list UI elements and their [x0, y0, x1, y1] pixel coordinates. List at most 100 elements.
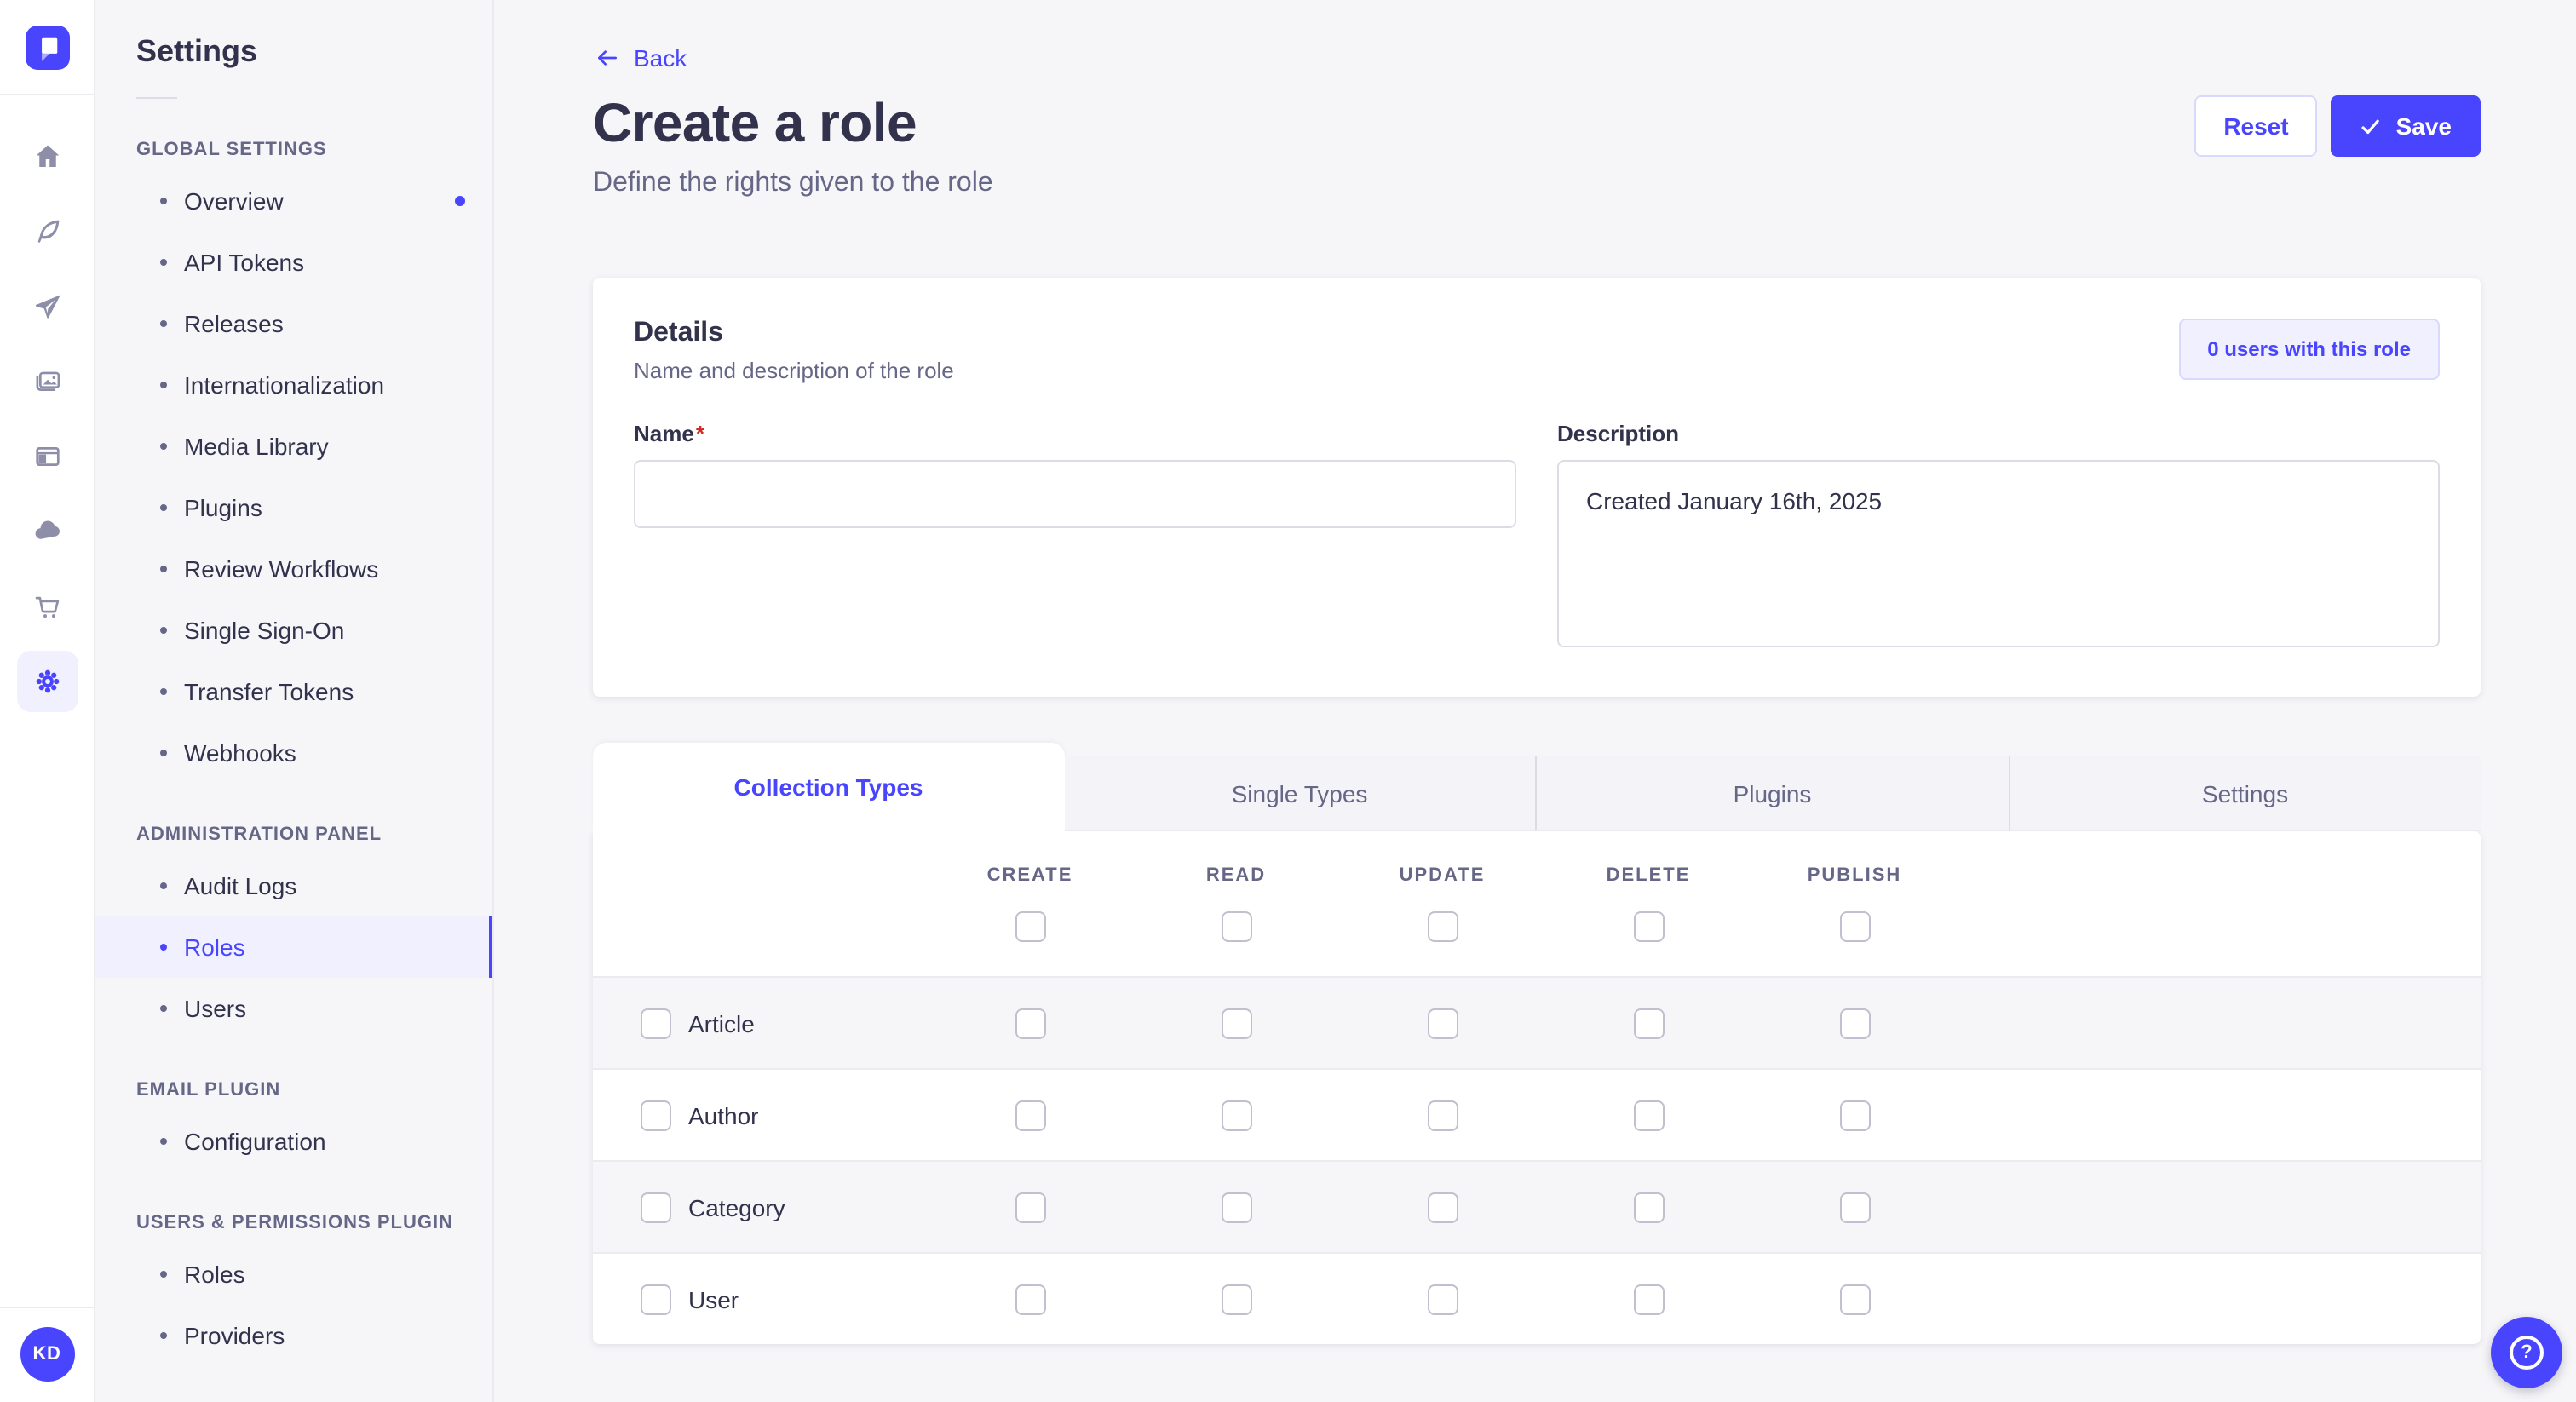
page-subtitle: Define the rights given to the role — [593, 169, 993, 198]
row-header-category: Category — [593, 1192, 927, 1222]
select-article-checkbox[interactable] — [641, 1008, 671, 1038]
sidebar-item-review-workflows[interactable]: Review Workflows — [95, 538, 492, 600]
sidebar-item-releases[interactable]: Releases — [95, 293, 492, 354]
sidebar-item-configuration[interactable]: Configuration — [95, 1111, 492, 1172]
sidebar-item-internationalization[interactable]: Internationalization — [95, 354, 492, 416]
bullet-icon — [160, 944, 167, 951]
sidebar-item-audit-logs[interactable]: Audit Logs — [95, 855, 492, 916]
name-label-text: Name — [634, 421, 694, 446]
select-all-read-checkbox[interactable] — [1221, 911, 1251, 942]
gear-icon[interactable] — [16, 651, 78, 712]
reset-button[interactable]: Reset — [2194, 95, 2318, 157]
article-read-checkbox[interactable] — [1221, 1008, 1251, 1038]
name-input[interactable] — [634, 460, 1516, 528]
category-create-checkbox[interactable] — [1015, 1192, 1045, 1222]
select-user-checkbox[interactable] — [641, 1284, 671, 1314]
feather-icon[interactable] — [16, 201, 78, 262]
bullet-icon — [160, 259, 167, 266]
article-create-checkbox[interactable] — [1015, 1008, 1045, 1038]
tab-plugins[interactable]: Plugins — [1535, 756, 2008, 831]
bullet-icon — [160, 750, 167, 756]
article-delete-checkbox[interactable] — [1633, 1008, 1664, 1038]
cell-user-publish — [1751, 1284, 1958, 1314]
author-create-checkbox[interactable] — [1015, 1100, 1045, 1130]
author-update-checkbox[interactable] — [1427, 1100, 1458, 1130]
user-update-checkbox[interactable] — [1427, 1284, 1458, 1314]
select-all-update-checkbox[interactable] — [1427, 911, 1458, 942]
cell-user-create — [927, 1284, 1133, 1314]
cell-category-publish — [1751, 1192, 1958, 1222]
column-label-update: UPDATE — [1399, 865, 1486, 886]
sidebar-item-overview[interactable]: Overview — [95, 170, 492, 232]
select-all-create-checkbox[interactable] — [1015, 911, 1045, 942]
tab-single-types[interactable]: Single Types — [1064, 756, 1535, 831]
details-card-titles: Details Name and description of the role — [634, 319, 954, 383]
main-content: Back Create a role Define the rights giv… — [494, 0, 2576, 1402]
rail-icon-list — [16, 119, 78, 719]
category-update-checkbox[interactable] — [1427, 1192, 1458, 1222]
sidebar-section-label: USERS & PERMISSIONS PLUGIN — [136, 1213, 453, 1233]
author-delete-checkbox[interactable] — [1633, 1100, 1664, 1130]
sidebar-item-roles[interactable]: Roles — [95, 1244, 492, 1305]
select-all-cell-read — [1133, 911, 1339, 942]
sidebar-item-webhooks[interactable]: Webhooks — [95, 722, 492, 784]
tab-settings[interactable]: Settings — [2008, 756, 2481, 831]
sidebar-title: Settings — [136, 34, 258, 68]
category-read-checkbox[interactable] — [1221, 1192, 1251, 1222]
column-label-publish: PUBLISH — [1807, 865, 1902, 886]
author-publish-checkbox[interactable] — [1839, 1100, 1870, 1130]
bullet-icon — [160, 320, 167, 327]
user-read-checkbox[interactable] — [1221, 1284, 1251, 1314]
name-label: Name * — [634, 421, 1516, 446]
article-update-checkbox[interactable] — [1427, 1008, 1458, 1038]
cell-category-delete — [1545, 1192, 1751, 1222]
cart-icon[interactable] — [16, 576, 78, 637]
select-category-checkbox[interactable] — [641, 1192, 671, 1222]
permissions-table: CREATE READ UPDATE DELETE PUBLISH Article Aut… — [593, 831, 2481, 1344]
select-all-publish-checkbox[interactable] — [1839, 911, 1870, 942]
tab-collection-types[interactable]: Collection Types — [593, 743, 1064, 831]
select-author-checkbox[interactable] — [641, 1100, 671, 1130]
layout-icon[interactable] — [16, 426, 78, 487]
page-header: Create a role Define the rights given to… — [593, 92, 2481, 199]
category-delete-checkbox[interactable] — [1633, 1192, 1664, 1222]
save-button-label: Save — [2395, 112, 2452, 140]
sidebar-item-roles[interactable]: Roles — [95, 916, 492, 978]
help-button[interactable]: ? — [2491, 1317, 2562, 1388]
bullet-icon — [160, 382, 167, 388]
user-create-checkbox[interactable] — [1015, 1284, 1045, 1314]
sidebar-item-plugins[interactable]: Plugins — [95, 477, 492, 538]
sidebar-item-label: Users — [184, 995, 247, 1022]
paper-plane-icon[interactable] — [16, 276, 78, 337]
back-label: Back — [634, 44, 687, 72]
author-read-checkbox[interactable] — [1221, 1100, 1251, 1130]
cloud-icon[interactable] — [16, 501, 78, 562]
save-button[interactable]: Save — [2331, 95, 2481, 157]
sidebar-item-transfer-tokens[interactable]: Transfer Tokens — [95, 661, 492, 722]
home-icon[interactable] — [16, 126, 78, 187]
back-link[interactable]: Back — [593, 44, 687, 72]
avatar[interactable]: KD — [20, 1327, 74, 1382]
description-textarea[interactable]: Created January 16th, 2025 — [1557, 460, 2440, 647]
article-publish-checkbox[interactable] — [1839, 1008, 1870, 1038]
sidebar-item-users[interactable]: Users — [95, 978, 492, 1039]
select-all-delete-checkbox[interactable] — [1633, 911, 1664, 942]
sidebar-item-label: Media Library — [184, 433, 329, 460]
page-header-text: Create a role Define the rights given to… — [593, 92, 993, 199]
details-subtitle: Name and description of the role — [634, 358, 954, 383]
user-delete-checkbox[interactable] — [1633, 1284, 1664, 1314]
cell-author-delete — [1545, 1100, 1751, 1130]
pictures-icon[interactable] — [16, 351, 78, 412]
page-title: Create a role — [593, 92, 917, 153]
users-with-role-button[interactable]: 0 users with this role — [2178, 319, 2440, 380]
row-label: Article — [688, 1009, 755, 1037]
sidebar-item-media-library[interactable]: Media Library — [95, 416, 492, 477]
sidebar-section-label: ADMINISTRATION PANEL — [136, 825, 382, 845]
sidebar-item-single-sign-on[interactable]: Single Sign-On — [95, 600, 492, 661]
user-publish-checkbox[interactable] — [1839, 1284, 1870, 1314]
strapi-logo[interactable] — [25, 25, 69, 69]
category-publish-checkbox[interactable] — [1839, 1192, 1870, 1222]
sidebar-item-providers[interactable]: Providers — [95, 1305, 492, 1366]
sidebar-item-api-tokens[interactable]: API Tokens — [95, 232, 492, 293]
table-row-article: Article — [593, 976, 2481, 1068]
